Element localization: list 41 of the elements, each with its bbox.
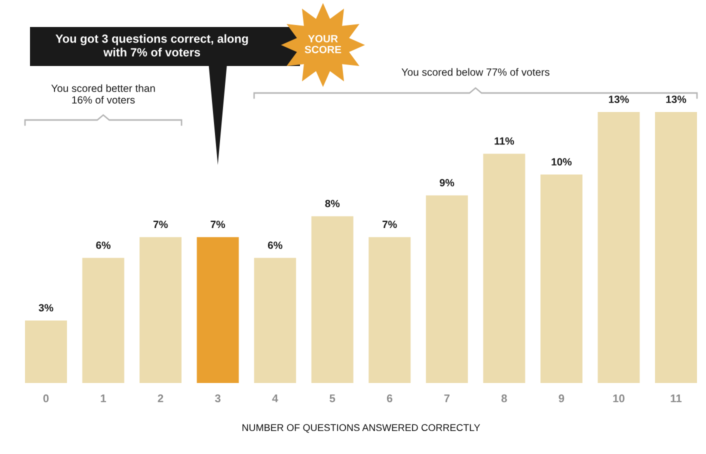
data-label: 11% bbox=[494, 137, 514, 145]
x-tick-label: 9 bbox=[558, 394, 564, 402]
bar bbox=[655, 112, 697, 383]
bar bbox=[25, 320, 67, 383]
bar bbox=[254, 258, 296, 383]
x-tick-label: 3 bbox=[214, 394, 220, 402]
x-tick-label: 5 bbox=[330, 394, 336, 402]
bar bbox=[82, 258, 124, 383]
x-tick-label: 8 bbox=[501, 394, 507, 402]
data-label: 13% bbox=[666, 96, 686, 104]
bar bbox=[140, 237, 182, 383]
data-label: 9% bbox=[440, 179, 454, 186]
data-label: 13% bbox=[608, 96, 629, 104]
x-tick-label: 7 bbox=[444, 394, 450, 402]
data-label: 7% bbox=[210, 220, 226, 228]
data-label: 6% bbox=[96, 242, 111, 249]
bar bbox=[483, 154, 526, 383]
text: You scored below 77% of voters bbox=[402, 68, 550, 76]
data-label: 10% bbox=[552, 158, 572, 166]
x-tick-label: 6 bbox=[386, 394, 392, 402]
data-label: 6% bbox=[268, 242, 282, 249]
bar bbox=[311, 216, 354, 383]
data-label: 3% bbox=[38, 304, 54, 312]
bar bbox=[196, 237, 239, 383]
bar bbox=[540, 174, 582, 383]
data-label: 8% bbox=[325, 200, 340, 208]
text: You got 3 questions correct, along with 7% of voters bbox=[56, 34, 248, 56]
x-tick-label: 1 bbox=[100, 394, 106, 402]
bar bbox=[426, 195, 468, 383]
bar bbox=[598, 112, 640, 383]
data-label: 7% bbox=[382, 220, 397, 228]
x-axis-title: NUMBER OF QUESTIONS ANSWERED CORRECTLY bbox=[242, 424, 480, 433]
x-tick-label: 10 bbox=[613, 394, 624, 402]
x-tick-label: 2 bbox=[158, 394, 164, 402]
text: You scored better than 16% of voters bbox=[51, 84, 155, 104]
x-tick-label: 4 bbox=[272, 394, 278, 402]
x-tick-label: 0 bbox=[43, 394, 49, 402]
bar bbox=[368, 237, 411, 383]
data-label: 7% bbox=[153, 220, 168, 228]
x-tick-label: 11 bbox=[670, 394, 682, 402]
text: YOUR SCORE bbox=[304, 35, 342, 54]
